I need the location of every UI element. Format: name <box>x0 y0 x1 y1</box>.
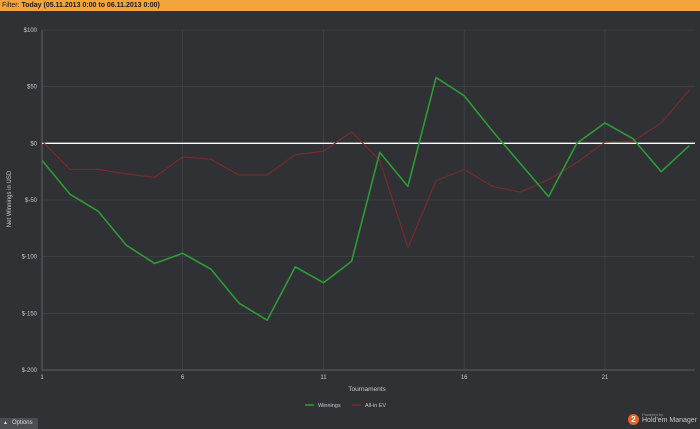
series-lines <box>41 76 690 321</box>
x-tick-label: 6 <box>181 375 185 381</box>
x-tick-label: 16 <box>461 375 468 381</box>
series-line-all-in-ev <box>41 89 690 249</box>
x-tick-label: 11 <box>320 375 327 381</box>
axes <box>41 30 695 371</box>
brand-badge: 2 <box>628 414 639 425</box>
x-axis-label: Tournaments <box>348 386 386 393</box>
y-tick-label: $-50 <box>25 198 38 204</box>
x-tick-label: 1 <box>40 375 44 381</box>
x-tick-label: 21 <box>602 375 609 381</box>
series-line-winnings <box>41 76 690 321</box>
y-tick-label: $0 <box>30 141 37 147</box>
y-tick-label: $-150 <box>22 311 38 317</box>
y-tick-label: $50 <box>27 85 38 91</box>
legend-label: All-in EV <box>365 403 386 409</box>
chevron-up-icon: ▲ <box>3 420 8 426</box>
filter-bar: Filter: Today (05.11.2013 0:00 to 06.11.… <box>0 0 700 11</box>
legend: Winnings All-in EV <box>305 403 386 409</box>
legend-label: Winnings <box>318 403 341 409</box>
brand-logo: 2 Powered by Hold'em Manager <box>628 412 700 428</box>
chart-area: $100 $50 $0 $-50 $-100 $-150 $-200 1 6 11 16 21 Tou… <box>0 11 700 418</box>
y-tick-label: $-100 <box>22 255 38 261</box>
powered-by-text: Powered by <box>642 412 664 417</box>
filter-value: Today (05.11.2013 0:00 to 06.11.2013 0:0… <box>21 2 160 9</box>
options-button[interactable]: ▲ Options <box>0 418 38 429</box>
y-tick-label: $-200 <box>22 368 38 374</box>
filter-label: Filter: <box>2 2 22 9</box>
brand-name: Hold'em Manager <box>642 417 698 424</box>
y-axis-label: Net Winnings in USD <box>7 170 13 228</box>
y-tick-label: $100 <box>24 28 38 34</box>
options-label: Options <box>11 420 33 426</box>
grid-lines <box>41 29 695 371</box>
